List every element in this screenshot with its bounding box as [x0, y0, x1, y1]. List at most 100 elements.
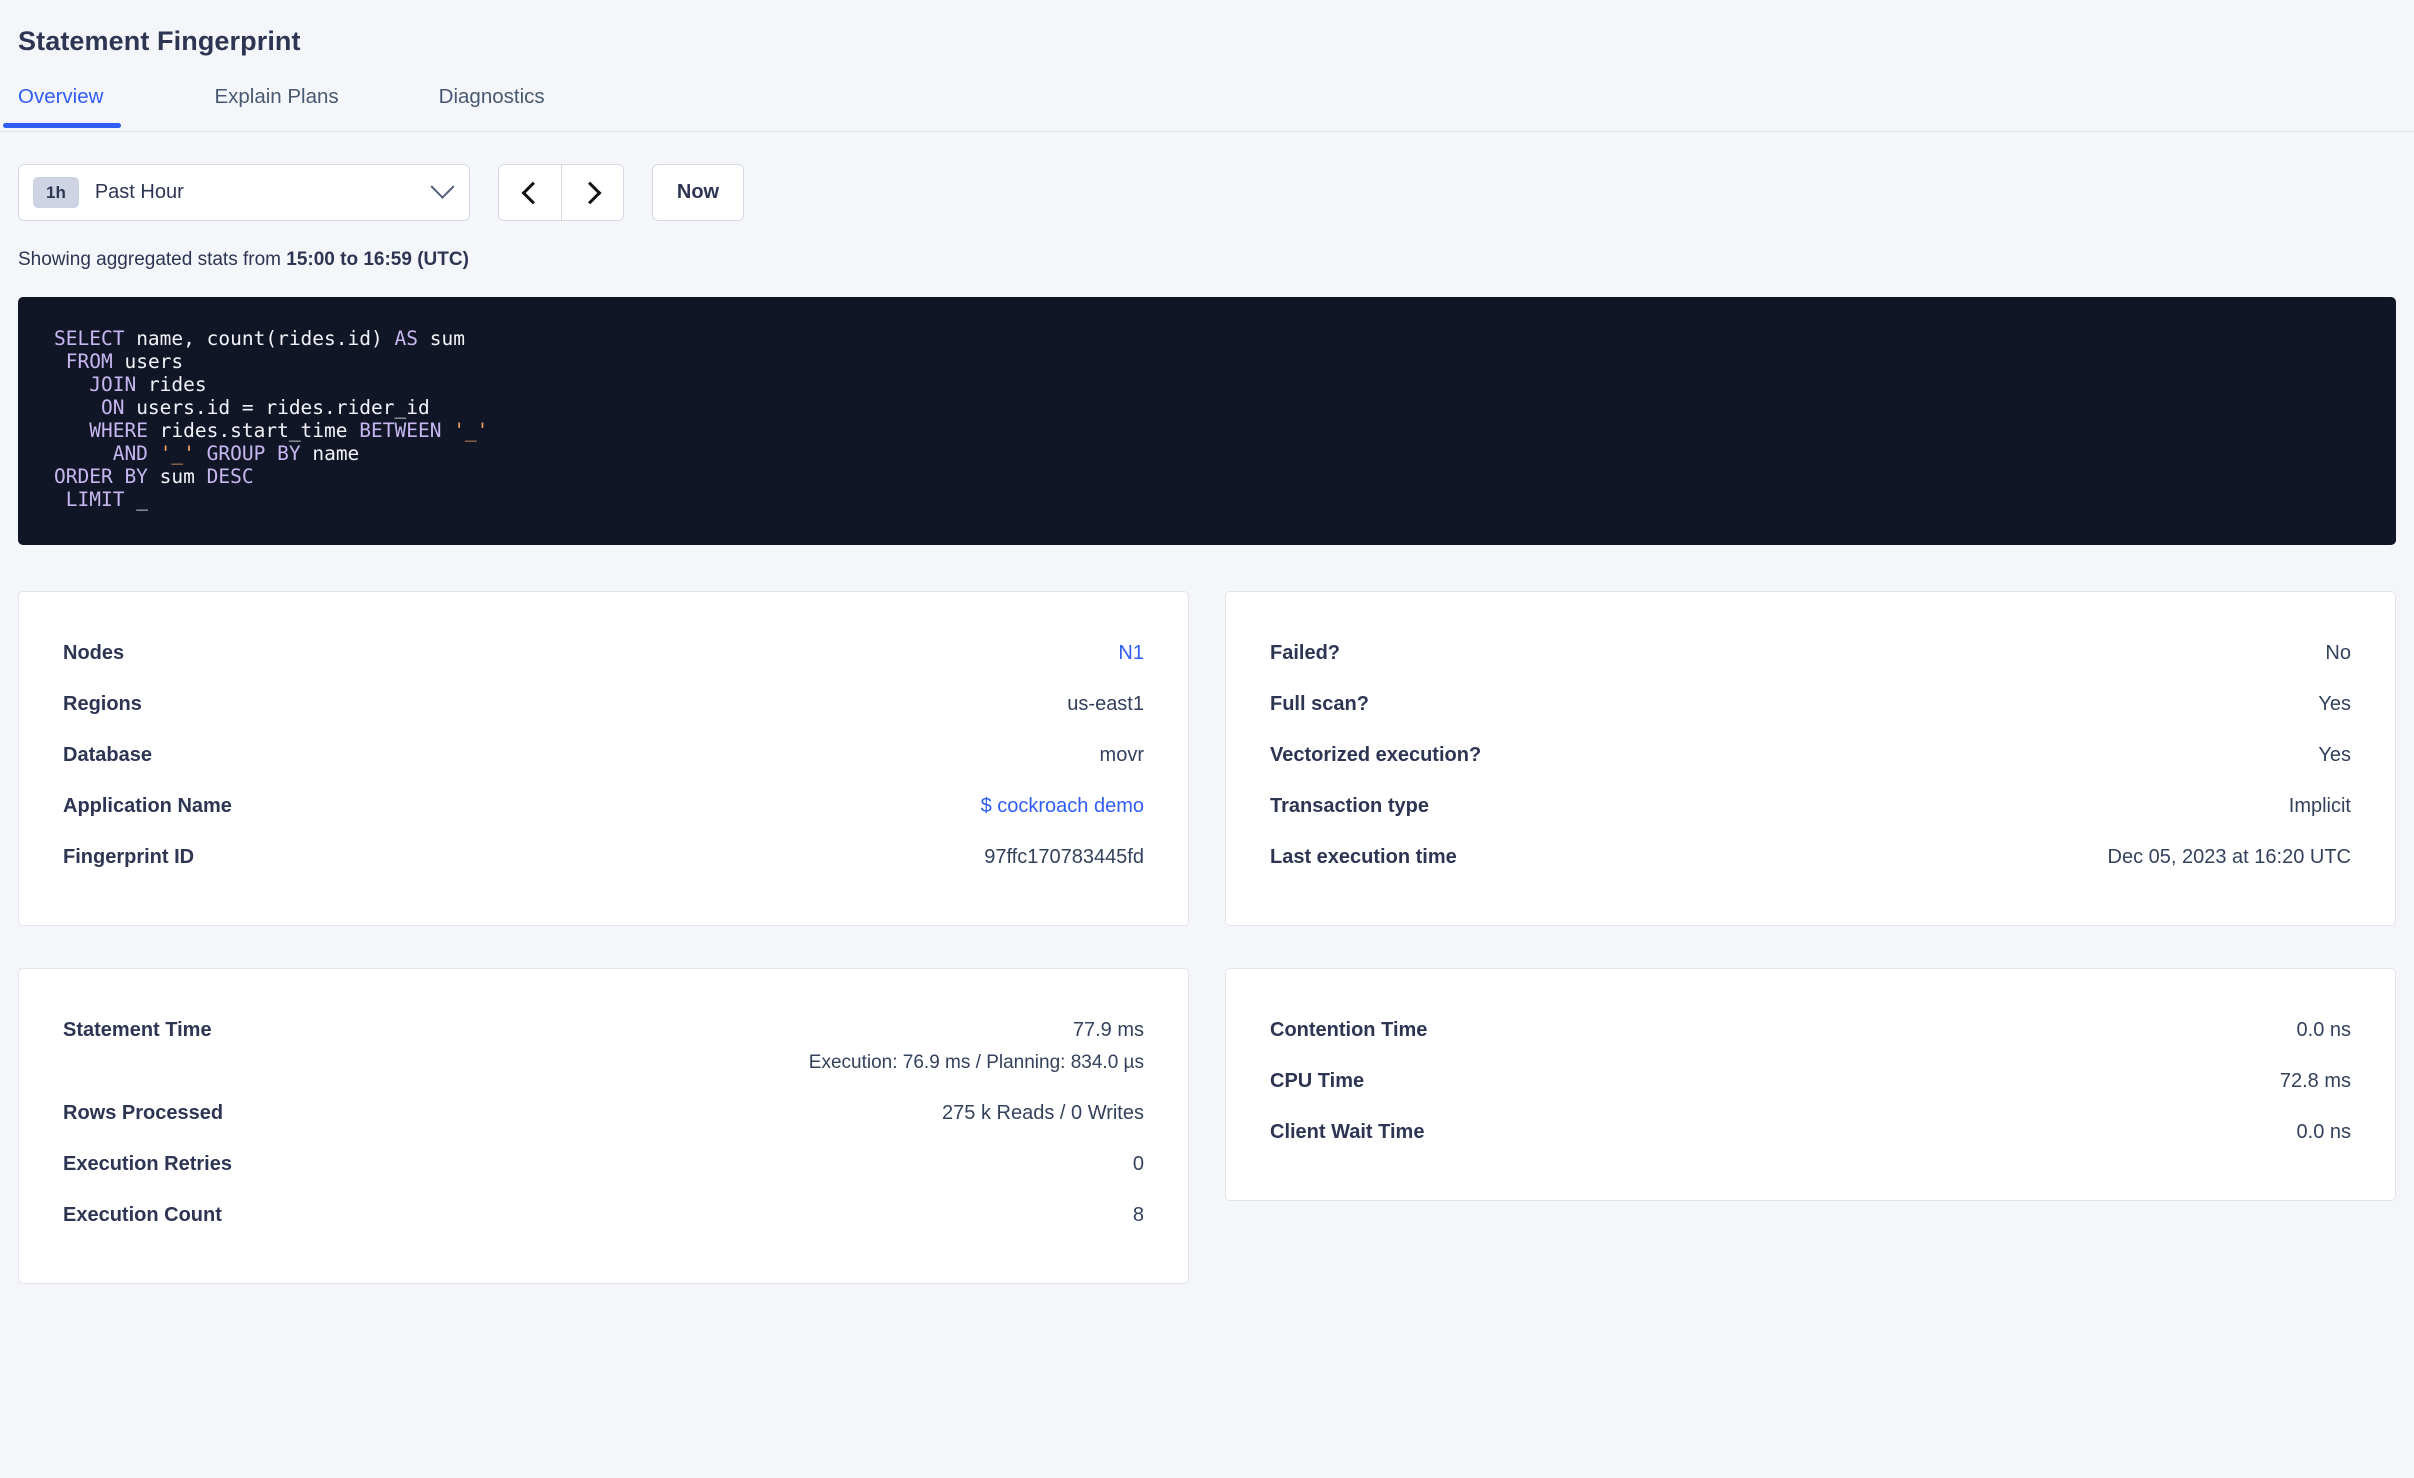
sql-line: JOIN rides: [54, 373, 2360, 396]
stat-label: Client Wait Time: [1270, 1121, 1425, 1143]
stat-value: 275 k Reads / 0 Writes: [942, 1102, 1144, 1124]
sql-token-id: sum: [147, 465, 207, 488]
stat-label: CPU Time: [1270, 1070, 1365, 1092]
sql-token-id: [54, 442, 113, 465]
stat-label: Fingerprint ID: [63, 846, 195, 868]
card-statement-details: Nodes N1 Regions us-east1 Database movr Applic…: [18, 591, 1189, 926]
stat-row: CPU Time 72.8 ms: [1270, 1056, 2351, 1107]
sql-token-id: name: [300, 442, 360, 465]
stat-row: Regions us-east1: [63, 679, 1144, 730]
stat-row: Application Name $ cockroach demo: [63, 781, 1144, 832]
now-button[interactable]: Now: [652, 164, 744, 221]
sql-token-str: '_': [453, 419, 489, 442]
tab-overview[interactable]: Overview: [2, 85, 122, 128]
sql-line: ORDER BY sum DESC: [54, 465, 2360, 488]
sql-token-kw: GROUP BY: [206, 442, 301, 465]
sql-token-kw: SELECT: [54, 327, 125, 350]
page-header: Statement Fingerprint: [0, 0, 2414, 57]
stat-value: 77.9 ms: [1072, 1019, 1144, 1041]
sql-token-kw: AND: [112, 442, 148, 465]
stat-value: Implicit: [2288, 795, 2351, 817]
chevron-left-icon: [521, 181, 545, 204]
stat-label: Nodes: [63, 642, 125, 664]
sql-token-kw: LIMIT: [65, 488, 125, 511]
sql-token-kw: JOIN: [89, 373, 137, 396]
stat-value-group: 8: [1133, 1204, 1144, 1227]
sql-statement-block: SELECT name, count(rides.id) AS sum FROM…: [18, 297, 2396, 545]
stat-row: Database movr: [63, 730, 1144, 781]
stat-value: 72.8 ms: [2279, 1070, 2351, 1092]
sql-token-id: [54, 396, 101, 419]
stat-row: Contention Time 0.0 ns: [1270, 1005, 2351, 1056]
stat-value-group: 0: [1133, 1153, 1144, 1176]
stat-label: Transaction type: [1270, 795, 1429, 817]
stat-value: 8: [1132, 1204, 1144, 1226]
stat-value-group: Yes: [2318, 693, 2351, 716]
stat-row: Last execution time Dec 05, 2023 at 16:20…: [1270, 832, 2351, 883]
sql-token-id: _: [124, 488, 148, 511]
time-range-label: Past Hour: [94, 181, 184, 203]
aggregation-note-range: 15:00 to 16:59 (UTC): [286, 249, 469, 270]
tabs: Overview Explain Plans Diagnostics: [2, 85, 2414, 128]
stat-value-link[interactable]: N1: [1118, 642, 1144, 664]
stat-label: Failed?: [1270, 642, 1341, 664]
stat-value-group: Implicit: [2289, 795, 2351, 818]
card-resource-usage: Contention Time 0.0 ns CPU Time 72.8 ms Clie…: [1225, 968, 2396, 1201]
stat-label: Rows Processed: [63, 1102, 224, 1124]
stat-value: Yes: [2318, 693, 2351, 715]
chevron-right-icon: [578, 181, 601, 204]
stat-row: Execution Retries 0: [63, 1139, 1144, 1190]
stat-label: Execution Retries: [63, 1153, 232, 1175]
sql-token-id: rides.start_time: [147, 419, 360, 442]
tab-diagnostics[interactable]: Diagnostics: [438, 85, 545, 108]
stat-row: Full scan? Yes: [1270, 679, 2351, 730]
sql-token-kw: ORDER BY: [54, 465, 148, 488]
next-range-button[interactable]: [561, 165, 623, 220]
previous-range-button[interactable]: [499, 165, 561, 220]
sql-line: FROM users: [54, 350, 2360, 373]
sql-line: LIMIT _: [54, 488, 2360, 511]
time-range-picker[interactable]: 1h Past Hour: [18, 164, 470, 221]
sql-token-kw: ON: [100, 396, 125, 419]
stat-row: Statement Time 77.9 ms Execution: 76.9 ms …: [63, 1005, 1144, 1088]
sql-token-id: name, count(rides.id): [124, 327, 395, 350]
stat-value: 0: [1132, 1153, 1144, 1175]
stat-value-group: movr: [1100, 744, 1144, 767]
tab-explain-plans[interactable]: Explain Plans: [214, 85, 339, 108]
stat-label: Statement Time: [63, 1019, 212, 1041]
stat-value-group: 72.8 ms: [2280, 1070, 2351, 1093]
stat-value: movr: [1099, 744, 1144, 766]
sql-token-id: [54, 419, 89, 442]
stat-label: Execution Count: [63, 1204, 222, 1226]
stat-value: us-east1: [1067, 693, 1144, 715]
stat-value-detail: Execution: 76.9 ms / Planning: 834.0 µs: [808, 1052, 1144, 1073]
sql-token-id: [441, 419, 453, 442]
sql-token-id: users: [112, 350, 184, 373]
sql-token-kw: FROM: [65, 350, 113, 373]
chevron-down-icon: [430, 174, 455, 199]
sql-token-id: sum: [417, 327, 465, 350]
stat-value-group: N1: [1118, 642, 1144, 665]
aggregation-note-prefix: Showing aggregated stats from: [18, 249, 287, 270]
sql-token-id: [195, 442, 207, 465]
stat-value-group: Yes: [2318, 744, 2351, 767]
stat-value: No: [2325, 642, 2351, 664]
stat-row: Transaction type Implicit: [1270, 781, 2351, 832]
stat-row: Failed? No: [1270, 628, 2351, 679]
sql-token-id: [54, 373, 89, 396]
stat-value: 0.0 ns: [2296, 1019, 2351, 1041]
stat-value-link[interactable]: $ cockroach demo: [980, 795, 1144, 817]
stat-row: Nodes N1: [63, 628, 1144, 679]
stats-card-grid: Nodes N1 Regions us-east1 Database movr Applic…: [0, 545, 2414, 1284]
sql-token-id: [148, 442, 160, 465]
stat-value: Yes: [2318, 744, 2351, 766]
toolbar: 1h Past Hour Now: [0, 132, 2414, 221]
stat-value: Dec 05, 2023 at 16:20 UTC: [2107, 846, 2351, 868]
stat-label: Database: [63, 744, 152, 766]
stat-value-group: 97ffc170783445fd: [984, 846, 1144, 869]
sql-token-kw: AS: [394, 327, 418, 350]
time-range-pill: 1h: [33, 177, 79, 208]
card-execution-details: Failed? No Full scan? Yes Vectorized executi…: [1225, 591, 2396, 926]
stat-value: 97ffc170783445fd: [984, 846, 1144, 868]
card-statement-timing: Statement Time 77.9 ms Execution: 76.9 ms …: [18, 968, 1189, 1284]
